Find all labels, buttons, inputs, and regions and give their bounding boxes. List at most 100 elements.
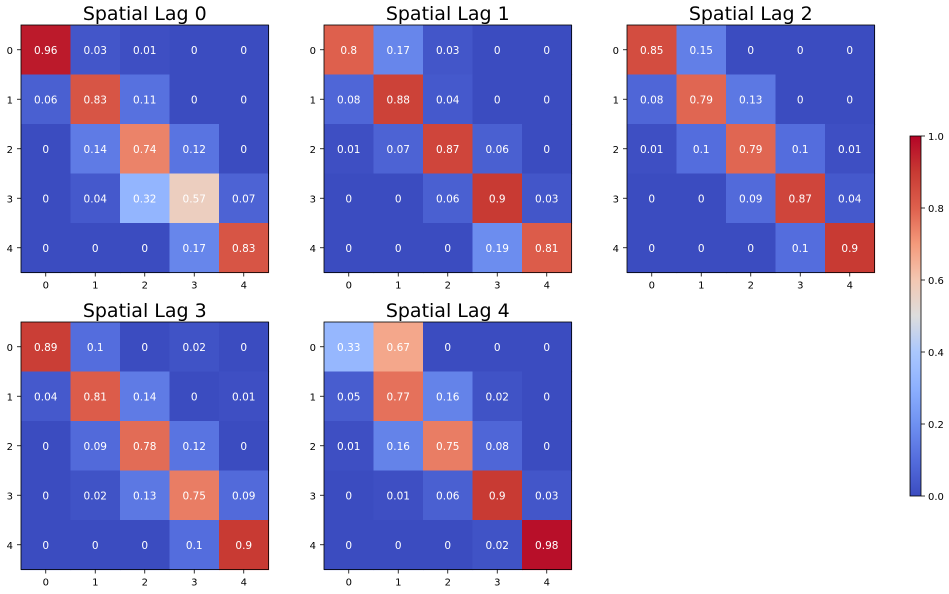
cell-value-label: 0.06 bbox=[436, 490, 460, 502]
cell-value-label: 0 bbox=[543, 441, 550, 453]
x-tick-label: 2 bbox=[748, 281, 754, 292]
cell-value-label: 0.01 bbox=[133, 45, 156, 57]
heatmap-cell bbox=[726, 25, 777, 76]
heatmap-cell bbox=[423, 421, 474, 472]
cell-value-label: 0 bbox=[797, 94, 804, 106]
cell-value-label: 0.1 bbox=[186, 540, 203, 552]
heatmap-cell bbox=[219, 520, 270, 571]
y-tick-label: 3 bbox=[310, 491, 316, 502]
cell-value-label: 0.17 bbox=[183, 243, 206, 255]
heatmap-cell bbox=[169, 25, 220, 76]
cell-value-label: 0.74 bbox=[133, 144, 157, 156]
cell-value-label: 0 bbox=[648, 243, 655, 255]
cell-value-label: 0.79 bbox=[739, 144, 762, 156]
heatmap-cell bbox=[70, 470, 121, 521]
panel-title: Spatial Lag 4 bbox=[386, 300, 510, 322]
heatmap-cell bbox=[472, 421, 523, 472]
heatmap-cell bbox=[522, 173, 573, 224]
heatmap-cell bbox=[219, 124, 270, 175]
heatmap-cell bbox=[423, 25, 474, 76]
cell-value-label: 0.33 bbox=[337, 342, 360, 354]
cell-value-label: 0.67 bbox=[387, 342, 410, 354]
heatmap-cell bbox=[21, 371, 72, 422]
heatmap-cell bbox=[775, 25, 826, 76]
heatmap-cell bbox=[169, 322, 220, 373]
heatmap-cell bbox=[522, 470, 573, 521]
cell-value-label: 0.02 bbox=[84, 490, 107, 502]
y-tick-label: 3 bbox=[310, 194, 316, 205]
cell-value-label: 0.01 bbox=[232, 391, 255, 403]
y-tick-label: 0 bbox=[613, 46, 619, 57]
cell-value-label: 0 bbox=[42, 243, 49, 255]
heatmap-cell bbox=[120, 371, 171, 422]
cell-value-label: 0.06 bbox=[34, 94, 58, 106]
y-tick-label: 0 bbox=[7, 46, 13, 57]
heatmap-panel-2: Spatial Lag 20.85 0.15 0 0 00.08 0.79 0.13 0 00.… bbox=[613, 3, 876, 292]
x-tick-label: 0 bbox=[649, 281, 655, 292]
cell-value-label: 0.16 bbox=[436, 391, 460, 403]
heatmap-cell bbox=[472, 520, 523, 571]
heatmap-cell bbox=[522, 421, 573, 472]
x-tick-label: 2 bbox=[142, 281, 148, 292]
cell-value-label: 0.8 bbox=[340, 45, 357, 57]
heatmap-cell bbox=[219, 470, 270, 521]
heatmap-cell bbox=[373, 223, 424, 274]
cell-value-label: 0 bbox=[191, 94, 198, 106]
y-tick-label: 4 bbox=[7, 541, 13, 552]
heatmap-cell bbox=[522, 322, 573, 373]
heatmap-cell bbox=[70, 124, 121, 175]
x-tick-label: 1 bbox=[395, 578, 401, 589]
cell-value-label: 0 bbox=[543, 94, 550, 106]
cell-value-label: 0.08 bbox=[640, 94, 663, 106]
x-tick-label: 3 bbox=[191, 281, 197, 292]
cell-value-label: 0 bbox=[141, 243, 148, 255]
y-tick-label: 3 bbox=[613, 194, 619, 205]
cell-value-label: 0 bbox=[42, 144, 49, 156]
y-tick-label: 1 bbox=[310, 95, 316, 106]
y-tick-label: 4 bbox=[613, 244, 619, 255]
heatmap-cell bbox=[676, 25, 727, 76]
cell-value-label: 0.03 bbox=[436, 45, 459, 57]
cell-value-label: 0.12 bbox=[183, 441, 206, 453]
heatmap-cell bbox=[219, 421, 270, 472]
colorbar: 0.0 0.2 0.4 0.6 0.8 1.0 bbox=[909, 132, 944, 503]
cell-value-label: 0 bbox=[494, 94, 501, 106]
heatmap-cell bbox=[472, 25, 523, 76]
heatmap-cell bbox=[219, 173, 270, 224]
cell-value-label: 0.11 bbox=[133, 94, 156, 106]
y-tick-label: 2 bbox=[310, 145, 316, 156]
heatmap-cell bbox=[627, 173, 678, 224]
cell-value-label: 0 bbox=[494, 342, 501, 354]
y-tick-label: 3 bbox=[7, 491, 13, 502]
colorbar-tick-label: 0.6 bbox=[928, 276, 944, 287]
y-tick-label: 2 bbox=[613, 145, 619, 156]
cell-value-label: 0 bbox=[240, 94, 247, 106]
heatmap-cell bbox=[373, 25, 424, 76]
heatmap-panel-4: Spatial Lag 4 0.33 0.67 0 0 0 0.05 0.77 0.16 0.02… bbox=[310, 300, 573, 589]
cell-value-label: 0.04 bbox=[34, 391, 58, 403]
heatmap-cell bbox=[219, 74, 270, 125]
cell-value-label: 0.85 bbox=[640, 45, 663, 57]
heatmap-cell bbox=[120, 124, 171, 175]
cell-value-label: 0.87 bbox=[436, 144, 459, 156]
cell-value-label: 0 bbox=[747, 243, 754, 255]
panel-title: Spatial Lag 1 bbox=[386, 3, 510, 25]
y-tick-label: 0 bbox=[310, 343, 316, 354]
cell-value-label: 0.09 bbox=[232, 490, 255, 502]
heatmap-cell bbox=[219, 223, 270, 274]
heatmap-cell bbox=[522, 223, 573, 274]
heatmap-cell bbox=[120, 421, 171, 472]
heatmap-cell bbox=[472, 371, 523, 422]
cell-value-label: 0.04 bbox=[436, 94, 460, 106]
cell-value-label: 0 bbox=[395, 193, 402, 205]
heatmap-cell bbox=[423, 124, 474, 175]
heatmap-cell bbox=[627, 223, 678, 274]
cell-value-label: 0.81 bbox=[84, 391, 107, 403]
heatmap-cell bbox=[70, 223, 121, 274]
heatmap-cell bbox=[676, 74, 727, 125]
heatmap-cell bbox=[775, 124, 826, 175]
heatmap-panel-1: Spatial Lag 1 0.8 0.17 0.03 0 0 0.08 0.88 0.04 0 0… bbox=[310, 3, 573, 292]
y-tick-label: 2 bbox=[7, 442, 13, 453]
x-tick-label: 3 bbox=[191, 578, 197, 589]
colorbar-tick-label: 0.2 bbox=[928, 420, 944, 431]
